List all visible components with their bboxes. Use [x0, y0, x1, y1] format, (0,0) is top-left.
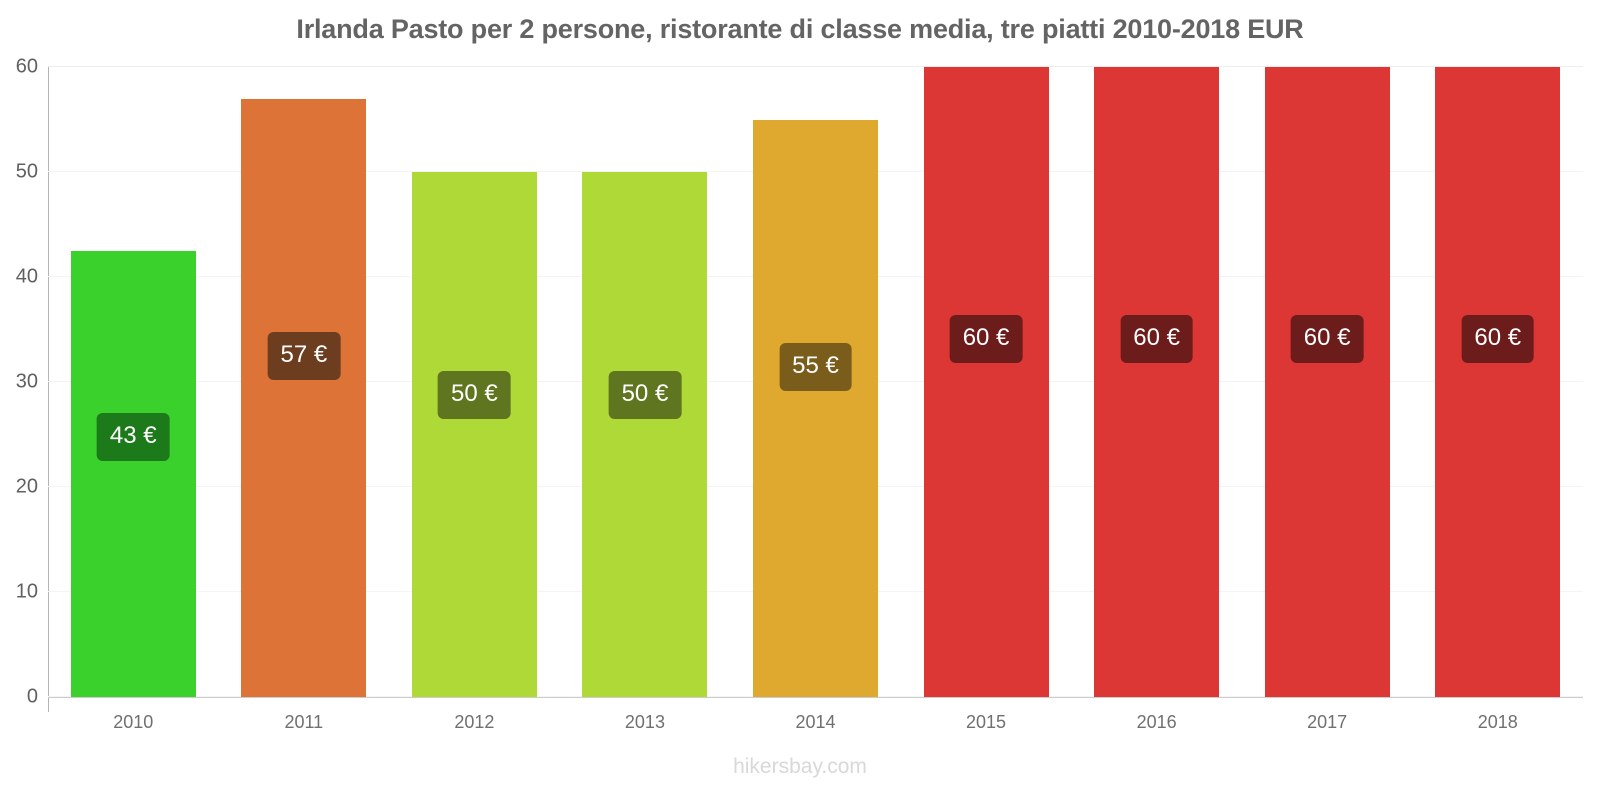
y-axis-tick-label: 40 [15, 265, 38, 288]
bar-value-label: 50 € [608, 370, 682, 419]
x-axis-tick-label: 2011 [284, 712, 324, 732]
x-axis-tick-label: 2016 [1136, 712, 1177, 732]
plot-area: 43 € 57 € 50 € 50 € 55 € 60 € 60 € 60 € 60 € [48, 66, 1583, 697]
y-axis-tick-label: 30 [15, 370, 38, 393]
x-axis-tick-label: 2015 [966, 712, 1007, 732]
y-axis-tick-label: 50 [15, 160, 38, 183]
bar[interactable]: 60 € [1435, 67, 1561, 697]
y-axis-tick-label: 10 [15, 580, 38, 603]
bar[interactable]: 57 € [241, 98, 367, 697]
bar-value-label: 60 € [1120, 315, 1193, 364]
x-axis-tick-label: 2017 [1307, 712, 1348, 732]
bar-value-label: 55 € [779, 342, 852, 391]
bar-value-label: 60 € [949, 315, 1023, 364]
bar[interactable]: 60 € [1264, 67, 1390, 697]
x-axis-line [48, 697, 1583, 698]
y-axis-tick-label: 60 [15, 55, 38, 78]
bar[interactable]: 60 € [1094, 67, 1220, 697]
bar[interactable]: 55 € [753, 119, 878, 697]
gridline [48, 66, 1583, 67]
bar-value-label: 60 € [1290, 315, 1364, 364]
x-axis-tick-label: 2010 [113, 712, 154, 732]
bar[interactable]: 60 € [923, 67, 1049, 697]
x-axis-tick-label: 2013 [624, 712, 665, 732]
x-axis-tick-label: 2014 [795, 712, 836, 732]
bar[interactable]: 43 € [70, 250, 196, 697]
y-axis-tick-label: 20 [15, 475, 38, 498]
bar[interactable]: 50 € [411, 172, 537, 697]
x-axis-tick-label: 2018 [1477, 712, 1518, 732]
x-axis-tick-label: 2012 [454, 712, 495, 732]
bar-value-label: 60 € [1461, 315, 1535, 364]
bar-value-label: 50 € [438, 370, 511, 419]
source-credit: hikersbay.com [733, 755, 867, 778]
y-axis-line [48, 67, 49, 712]
y-axis-tick-label: 0 [26, 685, 38, 708]
bar-value-label: 57 € [267, 331, 341, 380]
bar-value-label: 43 € [96, 412, 170, 461]
bar[interactable]: 50 € [582, 172, 708, 697]
chart-title: Irlanda Pasto per 2 persone, ristorante … [296, 14, 1304, 44]
